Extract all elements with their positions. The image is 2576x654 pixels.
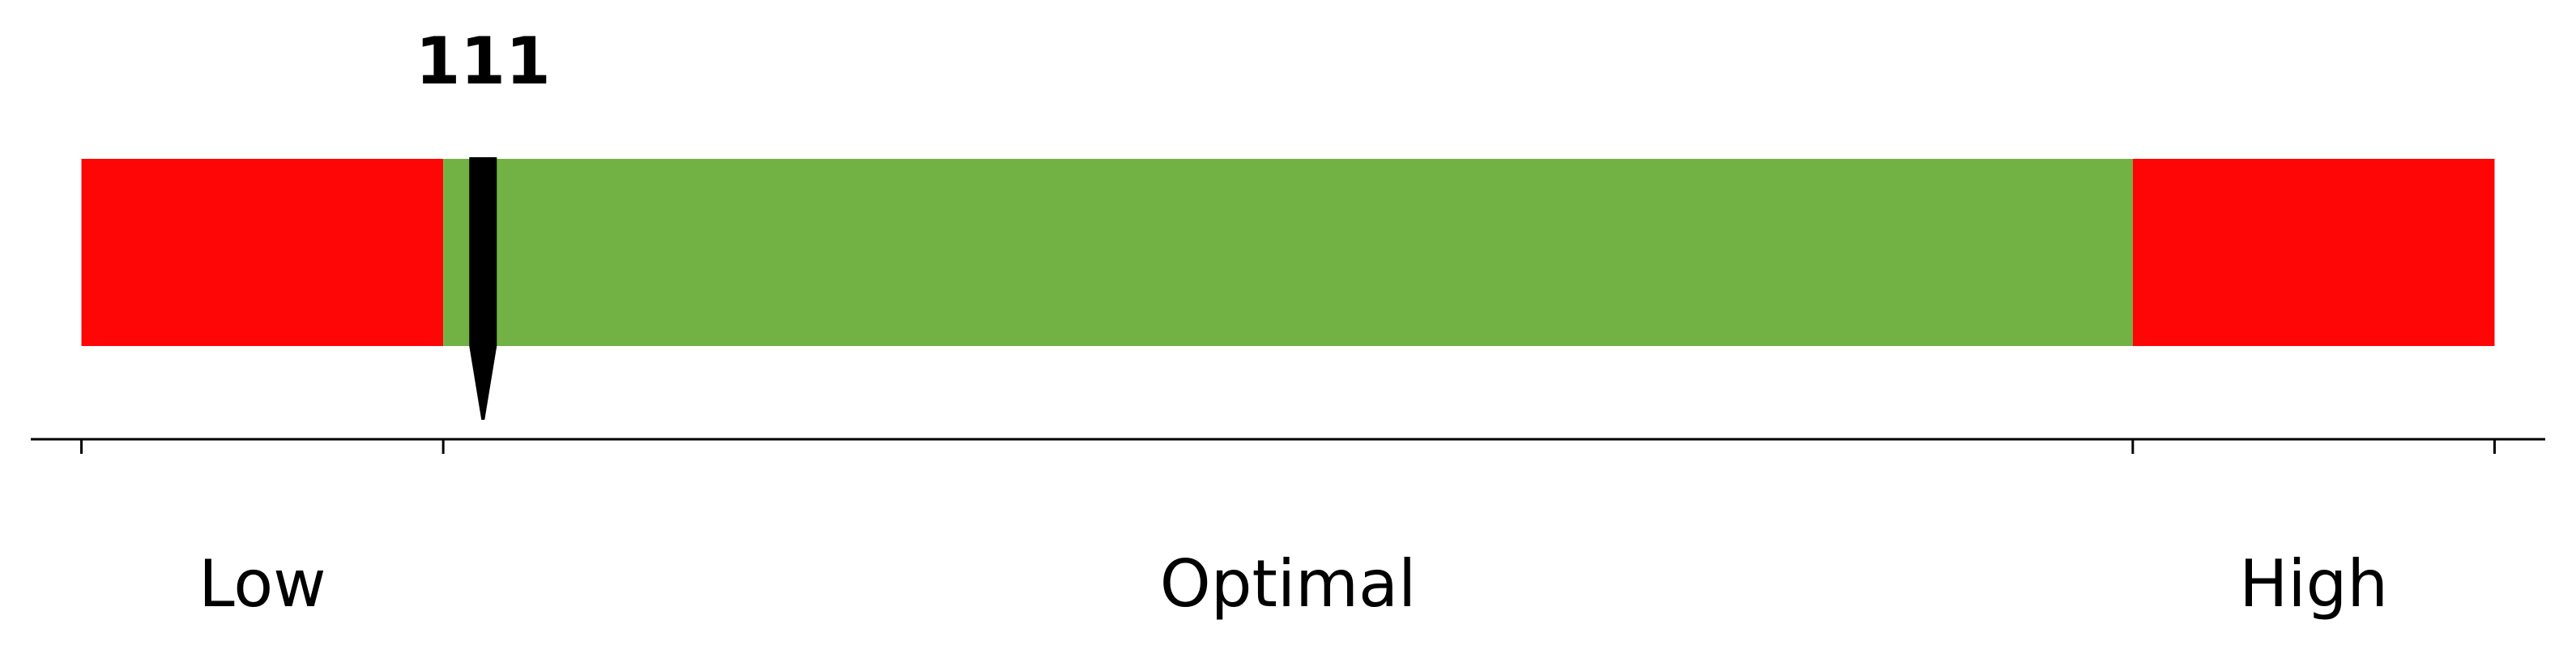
- zone-label-optimal: Optimal: [1160, 546, 1417, 622]
- zone-label-low: Low: [198, 546, 326, 622]
- x-axis-ticks: [80, 439, 2496, 454]
- zone-bar-low: [81, 159, 444, 346]
- zone-labels: Low Optimal High: [198, 546, 2388, 622]
- zone-bars: [81, 159, 2495, 346]
- zone-label-high: High: [2239, 546, 2388, 622]
- zone-bar-optimal: [443, 159, 2133, 346]
- marker-value-label: 111: [416, 24, 551, 99]
- value-marker: [469, 157, 497, 420]
- marker-needle: [469, 157, 497, 420]
- zone-bar-high: [2132, 159, 2495, 346]
